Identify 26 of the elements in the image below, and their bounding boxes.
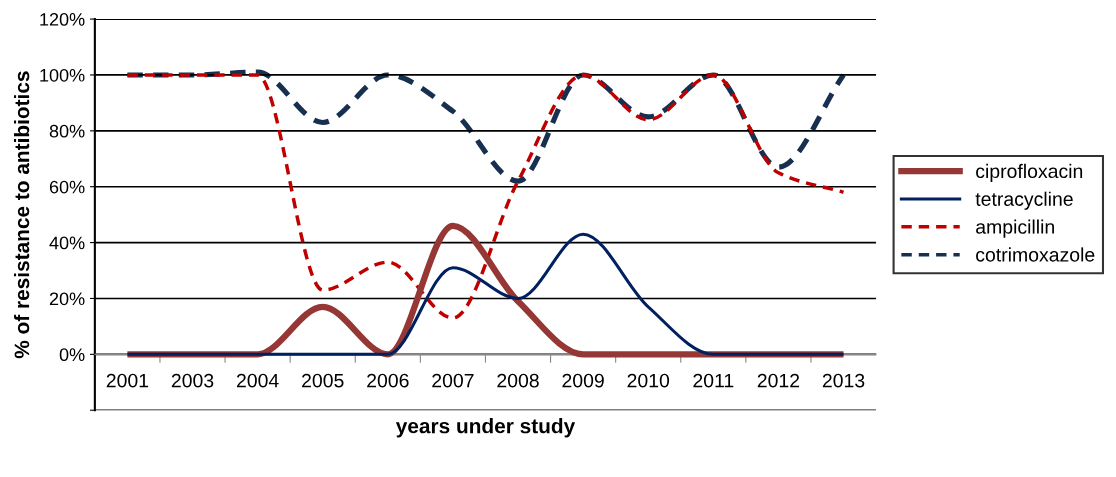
x-tick-label: 2005 [302,373,344,388]
y-tick-label: 0% [59,348,85,362]
y-tick-label: 40% [49,236,85,250]
x-tick-label: 2013 [822,373,865,388]
x-tick-label: 2001 [106,373,149,388]
x-tick-label: 2008 [497,373,539,388]
x-tick-label: 2007 [432,373,474,388]
legend-label: ciprofloxacin [976,163,1083,182]
y-tick-label: 80% [49,124,85,138]
x-tick-label: 2012 [757,373,800,388]
y-tick-label: 100% [40,68,85,82]
y-tick-label: 120% [40,13,85,26]
x-tick-label: 2003 [171,373,214,388]
x-tick-label: 2004 [236,373,279,388]
x-tick-label: 2006 [367,373,409,388]
x-axis-title: years under study [395,418,576,438]
x-tick-label: 2010 [627,373,670,388]
legend-label: cotrimoxazole [976,247,1095,262]
legend-label: ampicillin [976,219,1054,238]
y-tick-label: 60% [49,180,85,194]
y-axis-title: % of resistance to antibiotics [13,71,30,359]
y-tick-label: 20% [49,292,85,306]
x-tick-label: 2009 [562,373,604,388]
line-series [125,73,846,320]
legend-label: tetracycline [975,191,1073,210]
x-tick-label: 2011 [693,373,734,388]
